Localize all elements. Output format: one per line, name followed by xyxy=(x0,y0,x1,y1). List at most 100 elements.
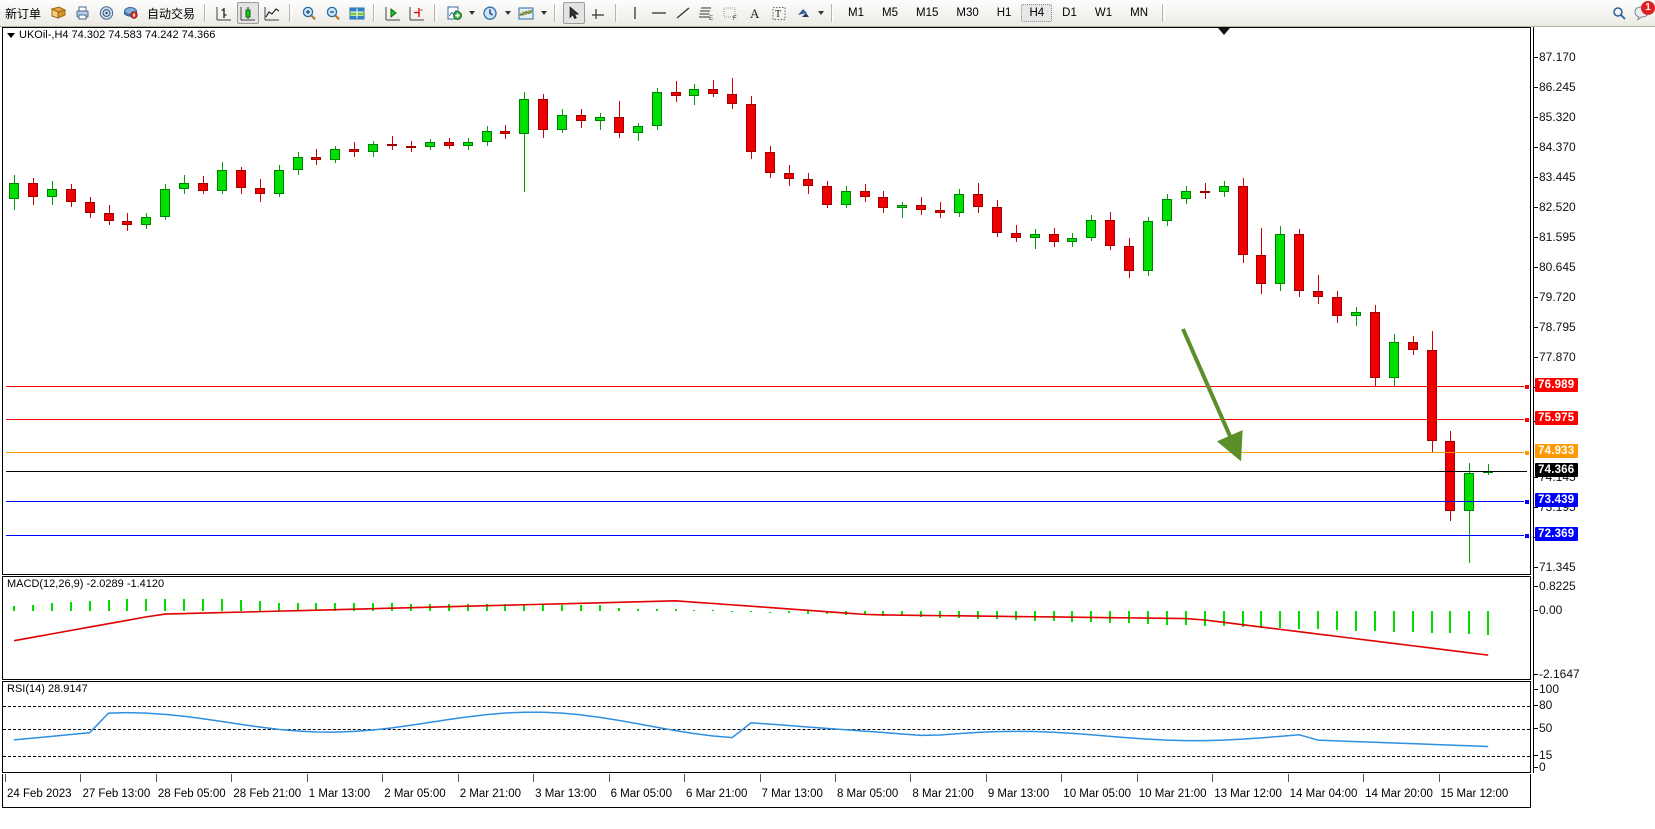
time-tick xyxy=(835,774,836,782)
alert-icon[interactable]: 1 xyxy=(1632,2,1654,24)
price-line-handle[interactable] xyxy=(1524,417,1530,423)
time-tick xyxy=(1439,774,1440,782)
search-icon[interactable] xyxy=(1608,2,1630,24)
price-label-current-price[interactable]: 74.366 xyxy=(1535,463,1578,477)
timeframe-group: M1M5M15M30H1H4D1W1MN xyxy=(839,4,1157,22)
shapes-icon[interactable] xyxy=(792,2,814,24)
time-label: 28 Feb 05:00 xyxy=(158,788,226,800)
timeframe-h4[interactable]: H4 xyxy=(1021,4,1052,22)
time-label: 27 Feb 13:00 xyxy=(82,788,150,800)
toolbar-grip-2[interactable] xyxy=(373,4,377,22)
macd-histogram-bar xyxy=(977,611,979,619)
time-tick xyxy=(684,774,685,782)
price-tick: 83.445 xyxy=(1539,170,1576,184)
alert-badge-wrap: 1 xyxy=(1633,4,1653,22)
zoom-in-icon[interactable] xyxy=(298,2,320,24)
period-separators-icon[interactable] xyxy=(479,2,501,24)
rsi-pane[interactable]: RSI(14) 28.9147 xyxy=(2,681,1531,773)
timeframe-m5[interactable]: M5 xyxy=(874,4,906,22)
price-line-handle[interactable] xyxy=(1524,499,1530,505)
price-label-pivot[interactable]: 74.933 xyxy=(1535,444,1578,458)
time-label: 24 Feb 2023 xyxy=(7,788,72,800)
indicators-icon[interactable] xyxy=(515,2,537,24)
new-order-button[interactable]: 新订单 xyxy=(1,2,45,24)
timeframe-m30[interactable]: M30 xyxy=(948,4,986,22)
grid-icon[interactable] xyxy=(346,2,368,24)
alert-count: 1 xyxy=(1641,1,1655,15)
price-scale[interactable]: 87.17086.24585.32084.37083.44582.52081.5… xyxy=(1533,27,1653,773)
chevron-down-icon-4[interactable] xyxy=(818,11,824,15)
chevron-down-icon-2[interactable] xyxy=(505,11,511,15)
timeframe-m15[interactable]: M15 xyxy=(908,4,946,22)
chevron-down-icon[interactable] xyxy=(469,11,475,15)
text-label-icon[interactable]: A xyxy=(744,2,766,24)
expert-advisor-icon[interactable] xyxy=(119,2,141,24)
vertical-line-icon[interactable] xyxy=(624,2,646,24)
toolbar-grip-3[interactable] xyxy=(554,4,558,22)
timeframe-w1[interactable]: W1 xyxy=(1087,4,1120,22)
price-tick: 81.595 xyxy=(1539,230,1576,244)
cursor-icon[interactable] xyxy=(563,2,585,24)
candlestick-chart-icon[interactable] xyxy=(237,2,259,24)
main-price-pane[interactable]: UKOil-,H4 74.302 74.583 74.242 74.366 xyxy=(2,27,1531,575)
time-tick xyxy=(156,774,157,782)
price-tick: 85.320 xyxy=(1539,110,1576,124)
chart-area[interactable]: UKOil-,H4 74.302 74.583 74.242 74.366 MA… xyxy=(0,27,1655,829)
macd-histogram-bar xyxy=(807,611,809,613)
price-line-handle[interactable] xyxy=(1524,384,1530,390)
timeframe-mn[interactable]: MN xyxy=(1122,4,1156,22)
macd-histogram-bar xyxy=(788,611,790,613)
horizontal-line-icon[interactable] xyxy=(648,2,670,24)
macd-histogram-bar xyxy=(1431,611,1433,633)
svg-text:E: E xyxy=(709,16,713,22)
trendline-icon[interactable] xyxy=(672,2,694,24)
price-line-handle[interactable] xyxy=(1524,533,1530,539)
macd-tick: 0.00 xyxy=(1539,603,1562,617)
printer-icon[interactable] xyxy=(71,2,93,24)
rsi-tick: 80 xyxy=(1539,698,1552,712)
down-arrow-annotation[interactable] xyxy=(1178,323,1258,463)
price-line-support-1[interactable] xyxy=(6,501,1527,502)
chevron-down-icon-3[interactable] xyxy=(541,11,547,15)
price-line-resistance-1[interactable] xyxy=(6,419,1527,420)
time-label: 10 Mar 05:00 xyxy=(1063,788,1131,800)
rsi-tick: 50 xyxy=(1539,721,1552,735)
timeframe-m1[interactable]: M1 xyxy=(840,4,872,22)
toolbar-grip-4[interactable] xyxy=(831,4,835,22)
price-label-support-2[interactable]: 72.369 xyxy=(1535,527,1578,541)
zoom-out-icon[interactable] xyxy=(322,2,344,24)
time-axis[interactable]: 24 Feb 202327 Feb 13:0028 Feb 05:0028 Fe… xyxy=(2,774,1531,808)
price-line-current-price[interactable] xyxy=(6,471,1527,472)
toolbar-grip[interactable] xyxy=(204,4,208,22)
bar-chart-icon[interactable] xyxy=(213,2,235,24)
fibonacci-icon[interactable]: E xyxy=(696,2,718,24)
auto-trading-button[interactable]: 自动交易 xyxy=(143,2,199,24)
price-line-support-2[interactable] xyxy=(6,535,1527,536)
macd-histogram-bar xyxy=(51,603,53,611)
text-box-icon[interactable]: T xyxy=(768,2,790,24)
price-line-resistance-2[interactable] xyxy=(6,386,1527,387)
time-tick xyxy=(1061,774,1062,782)
price-label-resistance-1[interactable]: 75.975 xyxy=(1535,411,1578,425)
templates-icon[interactable] xyxy=(443,2,465,24)
signal-icon[interactable] xyxy=(95,2,117,24)
price-label-support-1[interactable]: 73.439 xyxy=(1535,493,1578,507)
book-icon[interactable] xyxy=(47,2,69,24)
timeframe-d1[interactable]: D1 xyxy=(1054,4,1085,22)
macd-histogram-bar xyxy=(693,610,695,611)
collapse-triangle-icon[interactable] xyxy=(7,33,15,38)
price-label-resistance-2[interactable]: 76.989 xyxy=(1535,378,1578,392)
macd-histogram-bar xyxy=(1166,611,1168,624)
price-line-pivot[interactable] xyxy=(6,452,1527,453)
auto-scroll-icon[interactable] xyxy=(406,2,428,24)
time-tick xyxy=(533,774,534,782)
macd-histogram-bar xyxy=(882,611,884,616)
line-chart-icon[interactable] xyxy=(261,2,283,24)
price-line-handle[interactable] xyxy=(1524,450,1530,456)
channel-icon[interactable]: F xyxy=(720,2,742,24)
chart-shift-icon[interactable] xyxy=(382,2,404,24)
timeframe-h1[interactable]: H1 xyxy=(989,4,1020,22)
crosshair-icon[interactable] xyxy=(587,2,609,24)
macd-pane[interactable]: MACD(12,26,9) -2.0289 -1.4120 xyxy=(2,576,1531,680)
macd-histogram-bar xyxy=(1393,611,1395,631)
